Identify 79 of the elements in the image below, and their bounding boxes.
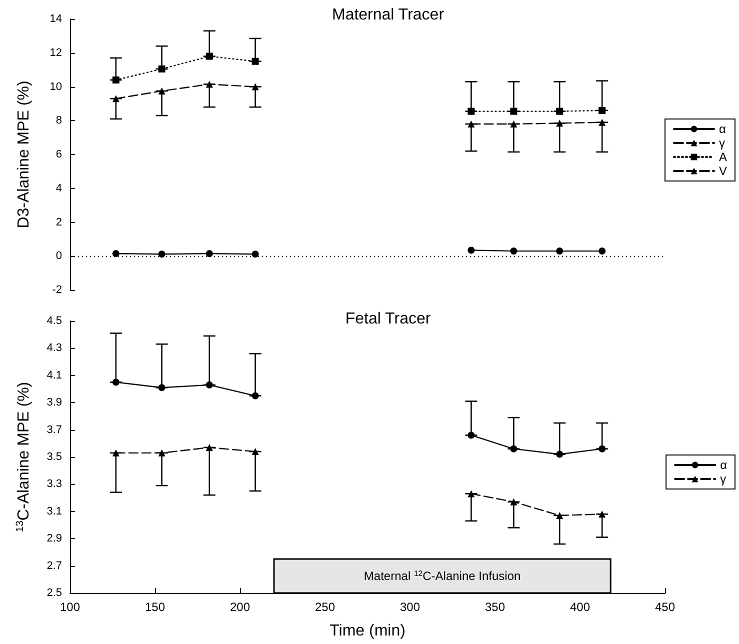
x-tick-label: 300 (400, 600, 420, 614)
y-tick-label: 2.5 (46, 587, 62, 599)
x-tick-label: 150 (144, 600, 166, 614)
x-tick-label: 450 (654, 600, 676, 614)
y-tick-label: 3.9 (46, 396, 62, 409)
point (556, 108, 564, 115)
point (556, 512, 564, 519)
y-axis-title: D3-Alanine MPE (%) (16, 80, 32, 228)
y-tick-label: 6 (56, 148, 62, 160)
legend-label: A (718, 150, 728, 164)
chart-title: Fetal Tracer (345, 310, 432, 328)
x-tick-label: 250 (314, 600, 336, 614)
chart-title: Maternal Tracer (332, 6, 445, 24)
point (556, 120, 564, 127)
y-tick-label: 12 (50, 46, 62, 59)
y-tick-label: 4.3 (46, 342, 62, 354)
y-tick-label: 8 (56, 114, 62, 127)
legend-label: α (718, 122, 726, 136)
point (468, 490, 475, 498)
x-tick-label: 350 (484, 600, 506, 614)
y-tick-label: -2 (52, 284, 62, 296)
point (598, 118, 606, 126)
point (112, 378, 120, 386)
point (468, 120, 475, 128)
legend-label: γ (718, 136, 725, 150)
y-tick-label: 3.3 (46, 478, 62, 490)
y-tick-label: 14 (50, 13, 62, 25)
point (158, 449, 166, 456)
y-axis-title: 13C-Alanine MPE (%) (15, 382, 32, 532)
point (112, 250, 120, 258)
y-tick-label: 2.7 (46, 560, 62, 572)
x-axis-title: Time (min) (330, 622, 406, 640)
x-tick-label: 400 (570, 600, 590, 614)
point (252, 58, 259, 65)
point (206, 381, 213, 388)
point (252, 83, 259, 90)
point (252, 448, 259, 456)
point (598, 106, 606, 114)
point (598, 445, 606, 452)
point (510, 445, 518, 452)
point (158, 384, 166, 392)
y-tick-label: 3.5 (46, 451, 62, 463)
y-tick-label: 4.1 (46, 369, 62, 382)
point (468, 108, 475, 115)
point (598, 510, 606, 518)
point (252, 250, 259, 258)
x-tick-label: 200 (230, 600, 250, 614)
point (468, 432, 475, 439)
legend-label: γ (720, 472, 726, 486)
point (556, 450, 564, 458)
point (112, 76, 120, 84)
point (206, 250, 213, 258)
point (206, 444, 213, 451)
point (510, 108, 518, 115)
point (510, 120, 518, 128)
point (510, 248, 518, 255)
y-tick-label: 4 (56, 182, 62, 194)
point (206, 52, 213, 60)
y-tick-label: 3.7 (46, 424, 62, 436)
point (206, 80, 213, 88)
point (598, 248, 606, 255)
point (510, 498, 518, 506)
y-tick-label: 2 (56, 216, 62, 228)
legend-label: V (718, 164, 728, 178)
point (158, 250, 166, 258)
point (158, 65, 166, 72)
y-tick-label: 4.5 (46, 315, 62, 327)
point (112, 95, 120, 102)
point (158, 87, 166, 94)
x-tick-label: 100 (60, 600, 80, 614)
point (556, 248, 564, 255)
y-tick-label: 2.9 (46, 532, 62, 545)
point (252, 392, 259, 400)
legend-label: α (720, 458, 728, 472)
y-tick-label: 3.1 (46, 505, 62, 518)
point (468, 246, 475, 254)
y-tick-label: 10 (50, 80, 62, 93)
y-tick-label: 0 (56, 250, 62, 262)
point (112, 449, 120, 456)
